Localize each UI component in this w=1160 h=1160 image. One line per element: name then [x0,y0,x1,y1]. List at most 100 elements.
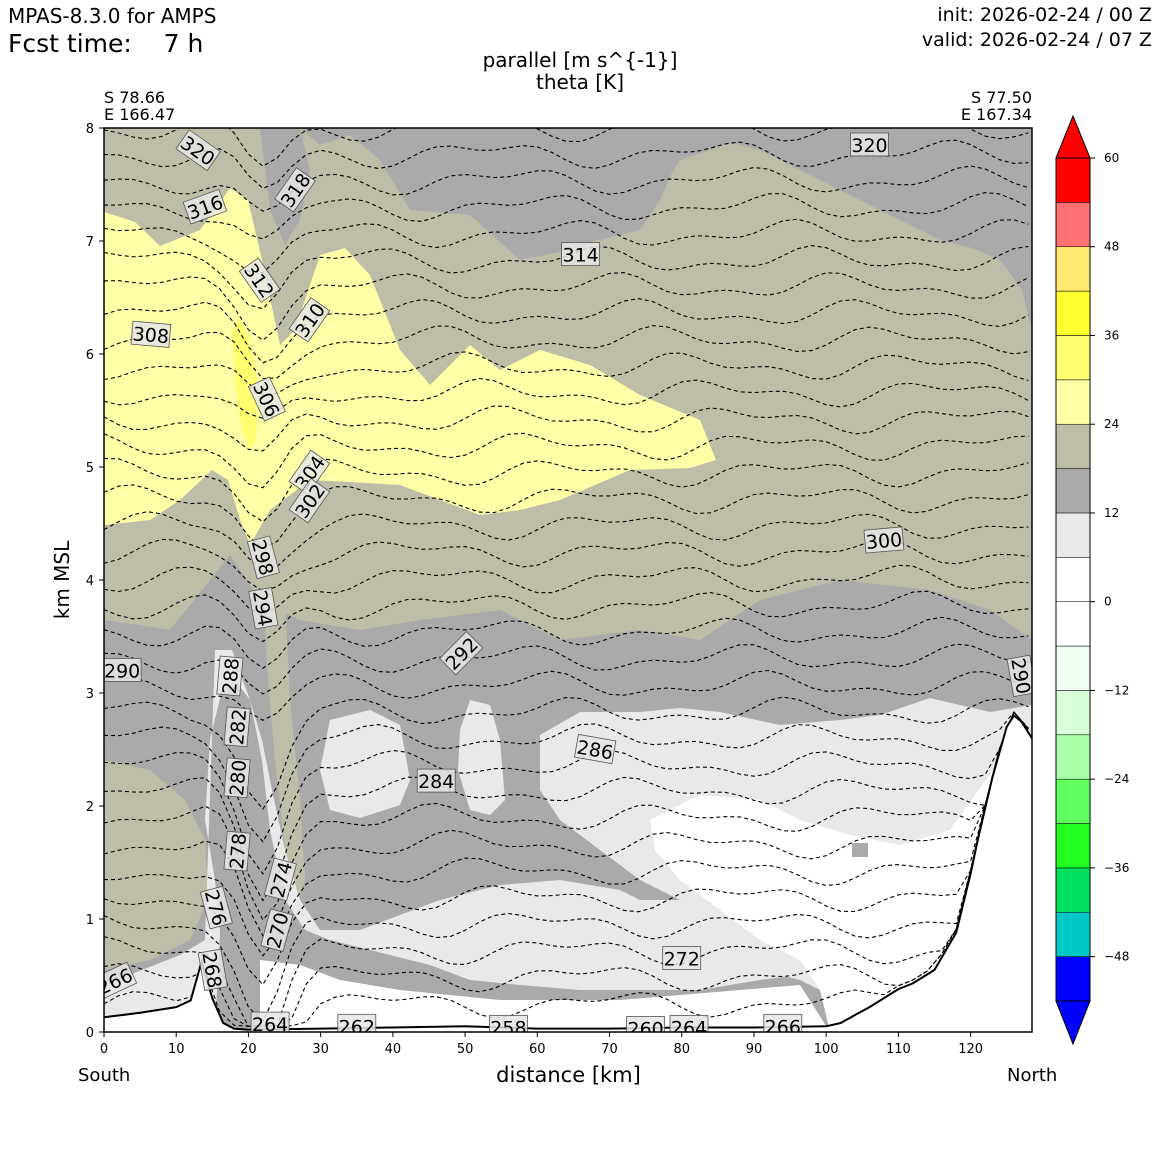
y-tick-label: 5 [86,461,94,476]
theta-contour-label: 280 [223,757,251,799]
contour-label-box [288,297,331,343]
contour-label-text: 288 [219,657,244,695]
contour-label-box [416,768,456,793]
colorbar-tick-label: 48 [1104,240,1119,254]
chart-title-theta: theta [K] [536,70,624,94]
colorbar-segment [1055,246,1091,292]
theta-contour-line [104,325,1029,380]
theta-contour-label: 314 [561,242,600,267]
contour-label-box [274,167,316,213]
x-tick-label: 50 [457,1042,474,1057]
colorbar-tick-label: 24 [1104,417,1119,431]
contour-label-text: 260 [627,1019,663,1041]
x-tick-label: 60 [529,1042,546,1057]
theta-contour-label: 262 [337,1013,377,1038]
contour-label-text: 320 [851,135,887,157]
left-lat: S 78.66 [104,88,166,107]
contour-label-box [199,885,233,930]
contour-label-text: 308 [132,323,170,348]
colorbar-tick-label: −12 [1104,683,1129,697]
white-wind-region-lower [260,960,830,1032]
olive-wind-strip [262,560,305,905]
contour-label-box [626,1016,665,1032]
colorbar-segment [1055,823,1091,869]
contour-label-box [130,320,172,348]
contour-label-box [288,449,331,496]
colorbar-segment [1055,912,1091,957]
colorbar-tick-label: 12 [1104,506,1119,520]
olive-wind-region-lower [104,760,208,970]
colorbar-tick-label: 36 [1104,328,1119,342]
contour-label-text: 314 [562,245,598,267]
contour-label-text: 300 [865,529,903,554]
x-tick-label: 80 [673,1042,690,1057]
colorbar: 60 48 36 24 12 0 −12 −24 −36 −48 [1055,114,1129,1046]
colorbar-segment [1055,335,1091,381]
contour-label-box [238,257,281,303]
colorbar-segment [1055,512,1091,558]
model-name: MPAS-8.3.0 for AMPS [8,4,217,28]
lightgray-wind-region-left [104,650,800,1032]
x-tick-label: 110 [886,1042,911,1057]
contour-label-box [260,908,294,952]
chart-title-parallel: parallel [m s^{-1}] [482,48,678,72]
theta-contour-label: 286 [574,733,617,765]
contour-label-text: 290 [104,660,140,682]
contour-label-box [248,587,279,630]
theta-contour-label: 264 [250,1011,290,1032]
theta-contour-label: 290 [1006,654,1032,698]
theta-contour-line [104,696,1029,810]
theta-contour-line [104,165,1029,212]
contour-label-box [561,242,600,267]
x-tick-label: 0 [100,1042,108,1057]
contour-label-text: 262 [339,1016,375,1038]
contour-label-box [104,961,138,1000]
y-tick-label: 3 [86,687,94,702]
colorbar-segment [1055,379,1091,425]
x-tick-label: 70 [601,1042,618,1057]
theta-contour-line [104,432,1029,489]
left-lon: E 166.47 [104,105,176,124]
contour-label-box [223,757,251,799]
contour-label-box [216,655,244,697]
colorbar-segment [1055,157,1091,203]
contour-label-box [488,1015,528,1032]
bright-yellow-wind-core [232,318,258,450]
right-endpoint-coords: S 77.50 E 167.34 [961,89,1032,123]
theta-contour-line [104,711,1029,986]
right-lat: S 77.50 [970,88,1032,107]
terrain-fill [104,715,1032,1032]
colorbar-tick-label: −24 [1104,772,1129,786]
colorbar-segment [1055,202,1091,247]
colorbar-tick-label: 0 [1104,595,1112,609]
contour-label-box [574,733,617,765]
theta-contour-line [104,669,1029,721]
theta-contour-label: 272 [662,946,702,971]
lightgray-wind-blob-2 [458,700,505,815]
contour-label-box [263,857,297,902]
contour-label-box [337,1013,377,1032]
y-tick-label: 7 [86,235,94,250]
contour-label-text: 272 [664,949,700,971]
colorbar-segment [1055,956,1091,1002]
right-lon: E 167.34 [960,105,1032,124]
colorbar-extend-max [1055,114,1091,159]
theta-contour-line [104,711,1029,875]
colorbar-segment [1055,423,1091,469]
small-gray-patch [852,843,868,857]
colorbar-segment [1055,734,1091,780]
contour-label-text: 278 [226,832,251,870]
x-tick-label: 10 [168,1042,185,1057]
y-tick-label: 2 [86,800,94,815]
colorbar-segment [1055,601,1091,647]
theta-contour-label: 260 [626,1016,665,1041]
theta-contour-line [104,405,1029,452]
x-tick-label: 90 [746,1042,763,1057]
theta-contour-line [104,711,1029,921]
colorbar-segment [1055,690,1091,736]
contour-label-box [246,535,280,580]
theta-contour-label: 288 [216,655,244,697]
theta-contour-label: 282 [223,706,251,748]
contour-label-text: 264 [671,1018,707,1040]
